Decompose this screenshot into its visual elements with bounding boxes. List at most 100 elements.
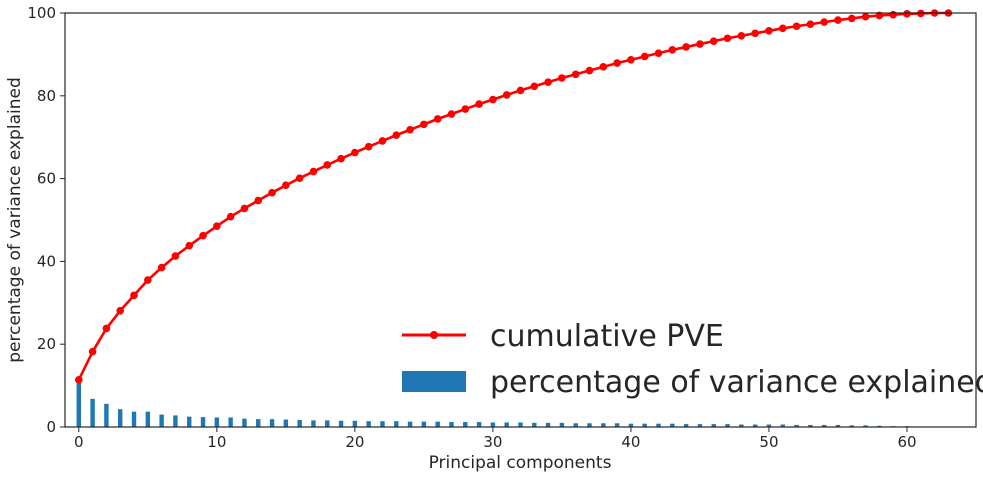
- cumulative-point-10: [213, 222, 221, 231]
- cumulative-point-60: [903, 10, 911, 18]
- cumulative-point-16: [295, 174, 304, 182]
- cumulative-point-7: [171, 252, 180, 260]
- bar-28: [463, 422, 468, 427]
- cumulative-point-32: [516, 86, 525, 95]
- bar-12: [242, 418, 247, 427]
- x-tick-label-60: 60: [897, 433, 916, 451]
- cumulative-point-29: [475, 100, 483, 108]
- cumulative-point-13: [254, 196, 263, 205]
- cumulative-point-28: [461, 105, 470, 113]
- bar-24: [407, 421, 413, 427]
- cumulative-point-22: [378, 137, 387, 145]
- y-tick-label-80: 80: [37, 87, 56, 105]
- y-tick-label-100: 100: [27, 4, 56, 22]
- cumulative-point-5: [144, 276, 152, 284]
- x-tick-label-20: 20: [345, 433, 364, 451]
- legend-line-marker: [430, 331, 438, 339]
- plot-background: [65, 13, 976, 427]
- cumulative-point-1: [88, 347, 97, 356]
- bar-4: [131, 411, 137, 427]
- bar-41: [642, 423, 647, 427]
- bar-33: [532, 422, 537, 427]
- cumulative-point-55: [834, 16, 842, 24]
- cumulative-point-27: [447, 110, 456, 118]
- bar-1: [90, 398, 95, 427]
- bar-56: [849, 425, 854, 427]
- bar-43: [670, 423, 675, 427]
- x-axis: 0 10 20 30 40 50 60: [74, 427, 917, 451]
- bar-9: [200, 417, 206, 427]
- cumulative-point-41: [640, 52, 649, 61]
- cumulative-point-37: [585, 66, 594, 75]
- bar-58: [877, 425, 882, 427]
- cumulative-point-4: [130, 291, 138, 300]
- cumulative-point-25: [420, 120, 428, 129]
- cumulative-point-18: [323, 161, 332, 169]
- cumulative-point-12: [240, 204, 249, 213]
- bar-37: [587, 423, 592, 427]
- cumulative-point-40: [627, 55, 635, 64]
- bar-14: [269, 419, 275, 427]
- line-series: [75, 9, 953, 384]
- cumulative-point-35: [558, 74, 566, 82]
- cumulative-point-33: [530, 82, 539, 91]
- bar-16: [297, 419, 302, 427]
- bar-42: [656, 423, 661, 427]
- cumulative-point-2: [102, 324, 111, 333]
- legend: cumulative PVE percentage of variance ex…: [402, 319, 983, 400]
- cumulative-point-15: [282, 181, 290, 190]
- legend-bar-swatch: [402, 371, 466, 392]
- bar-49: [752, 424, 758, 427]
- bar-3: [118, 409, 123, 427]
- cumulative-point-47: [723, 34, 732, 43]
- cumulative-point-44: [682, 43, 690, 51]
- cumulative-point-48: [737, 31, 746, 40]
- cumulative-point-45: [696, 40, 704, 48]
- cumulative-point-53: [806, 20, 815, 28]
- cumulative-point-38: [599, 63, 608, 71]
- cumulative-point-21: [364, 142, 373, 151]
- cumulative-point-23: [392, 131, 401, 139]
- cumulative-point-50: [765, 27, 773, 35]
- bar-39: [614, 423, 620, 427]
- bar-2: [104, 403, 109, 427]
- cumulative-point-42: [654, 49, 663, 57]
- bar-20: [352, 420, 358, 427]
- x-tick-label-0: 0: [74, 433, 84, 451]
- bar-22: [380, 421, 385, 427]
- cumulative-point-0: [75, 376, 83, 384]
- cumulative-point-34: [544, 78, 552, 86]
- bar-54: [821, 424, 827, 427]
- bar-10: [214, 417, 220, 427]
- x-tick-label-50: 50: [759, 433, 778, 451]
- x-tick-label-30: 30: [483, 433, 502, 451]
- cumulative-point-6: [157, 263, 166, 272]
- x-tick-label-10: 10: [207, 433, 226, 451]
- bar-32: [518, 422, 523, 427]
- bar-44: [683, 424, 689, 427]
- bar-50: [766, 424, 772, 427]
- cumulative-point-19: [337, 154, 345, 163]
- cumulative-point-57: [861, 12, 870, 21]
- bar-51: [780, 424, 785, 427]
- y-axis-label: percentage of variance explained: [5, 77, 25, 362]
- legend-label-cumulative: cumulative PVE: [490, 319, 724, 354]
- bar-36: [573, 423, 578, 427]
- bar-52: [794, 424, 799, 427]
- bar-0: [76, 379, 82, 427]
- bar-23: [394, 421, 399, 427]
- x-axis-label: Principal components: [429, 453, 612, 473]
- y-tick-label-20: 20: [37, 335, 56, 353]
- cumulative-point-9: [199, 231, 207, 240]
- cumulative-point-59: [889, 10, 897, 19]
- bar-27: [449, 422, 454, 427]
- cumulative-point-49: [751, 29, 759, 38]
- bar-25: [421, 421, 427, 427]
- bar-5: [145, 411, 151, 427]
- cumulative-point-31: [502, 91, 511, 99]
- x-tick-label-40: 40: [621, 433, 640, 451]
- cumulative-point-24: [406, 125, 414, 134]
- y-axis: 0 20 40 60 80 100: [27, 4, 65, 436]
- bar-18: [325, 420, 330, 427]
- bar-46: [711, 424, 716, 427]
